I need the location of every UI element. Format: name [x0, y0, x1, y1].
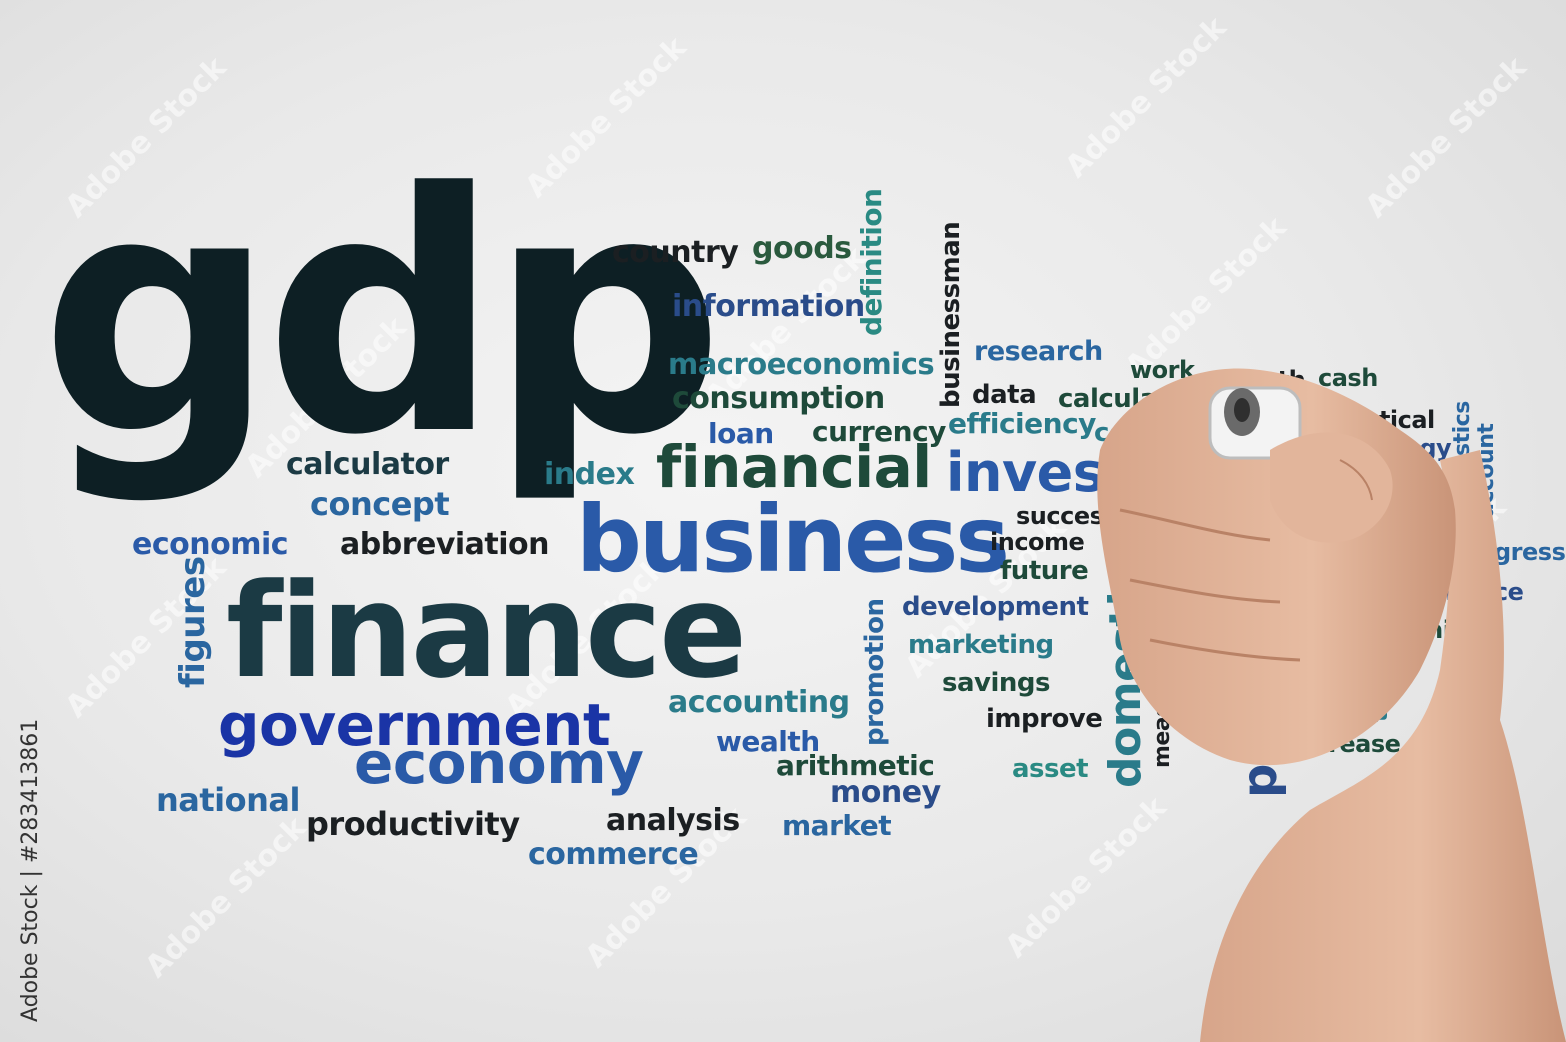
word-goods: goods	[752, 231, 852, 266]
word-concept: concept	[310, 485, 450, 523]
word-cash: cash	[1318, 364, 1378, 392]
word-accounting: accounting	[668, 685, 850, 720]
word-macroeconomics: macroeconomics	[668, 347, 935, 381]
word-commerce: commerce	[528, 837, 699, 872]
word-business: business	[576, 486, 1010, 593]
watermark: Adobe Stock	[1058, 10, 1234, 185]
word-financial: financial	[656, 433, 932, 501]
word-national: national	[156, 781, 300, 819]
word-economy: economy	[354, 729, 644, 797]
word-research: research	[974, 336, 1103, 367]
word-currency: currency	[812, 415, 946, 448]
watermark: Adobe Stock	[138, 810, 314, 985]
word-economic: economic	[132, 527, 289, 562]
watermark: Adobe Stock	[1358, 50, 1534, 225]
word-finance: finance	[226, 555, 747, 707]
word-efficiency: efficiency	[948, 407, 1096, 440]
word-data: data	[972, 380, 1037, 410]
word-businessman: businessman	[936, 221, 966, 408]
word-information: information	[672, 289, 865, 324]
hand-with-marker	[1097, 368, 1566, 1042]
word-arithmetic: arithmetic	[776, 749, 935, 782]
word-promotion: promotion	[860, 598, 890, 746]
word-government: government	[218, 691, 611, 759]
word-savings: savings	[942, 668, 1050, 698]
word-analysis: analysis	[606, 803, 740, 838]
word-calculator: calculator	[286, 447, 449, 482]
word-wealth: wealth	[716, 725, 820, 758]
word-consumption: consumption	[672, 381, 885, 416]
word-development: development	[902, 592, 1089, 622]
word-country: country	[612, 235, 739, 270]
word-future: future	[1000, 556, 1089, 586]
word-productivity: productivity	[306, 805, 520, 843]
word-index: index	[544, 457, 635, 492]
word-loan: loan	[708, 417, 774, 450]
word-income: income	[990, 528, 1085, 556]
word-asset: asset	[1012, 754, 1089, 784]
stock-id-label: Adobe Stock | #283413861	[18, 718, 43, 1022]
word-abbreviation: abbreviation	[340, 527, 550, 562]
word-gdp: gdp	[40, 123, 725, 507]
word-market: market	[782, 809, 892, 842]
word-improve: improve	[986, 704, 1103, 734]
word-figures: figures	[173, 556, 213, 688]
word-marketing: marketing	[908, 630, 1054, 660]
word-money: money	[830, 775, 941, 810]
